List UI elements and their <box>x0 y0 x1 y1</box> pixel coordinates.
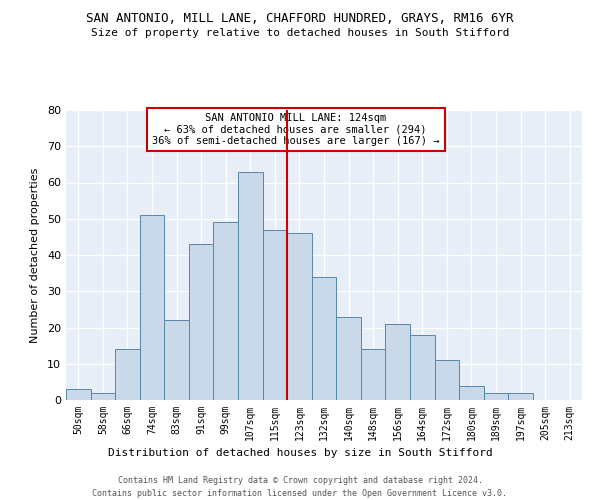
Bar <box>164 320 189 400</box>
Text: Size of property relative to detached houses in South Stifford: Size of property relative to detached ho… <box>91 28 509 38</box>
Bar <box>263 230 287 400</box>
Bar <box>140 215 164 400</box>
Bar <box>361 349 385 400</box>
Bar <box>66 389 91 400</box>
Bar <box>115 349 140 400</box>
Bar <box>238 172 263 400</box>
Bar <box>312 277 336 400</box>
Bar <box>410 335 434 400</box>
Text: Distribution of detached houses by size in South Stifford: Distribution of detached houses by size … <box>107 448 493 458</box>
Bar <box>189 244 214 400</box>
Bar <box>91 393 115 400</box>
Bar <box>287 233 312 400</box>
Text: Contains HM Land Registry data © Crown copyright and database right 2024.
Contai: Contains HM Land Registry data © Crown c… <box>92 476 508 498</box>
Bar <box>508 393 533 400</box>
Bar <box>336 316 361 400</box>
Y-axis label: Number of detached properties: Number of detached properties <box>30 168 40 342</box>
Bar <box>385 324 410 400</box>
Text: SAN ANTONIO MILL LANE: 124sqm
← 63% of detached houses are smaller (294)
36% of : SAN ANTONIO MILL LANE: 124sqm ← 63% of d… <box>152 113 439 146</box>
Bar <box>214 222 238 400</box>
Bar <box>434 360 459 400</box>
Bar <box>484 393 508 400</box>
Text: SAN ANTONIO, MILL LANE, CHAFFORD HUNDRED, GRAYS, RM16 6YR: SAN ANTONIO, MILL LANE, CHAFFORD HUNDRED… <box>86 12 514 26</box>
Bar <box>459 386 484 400</box>
